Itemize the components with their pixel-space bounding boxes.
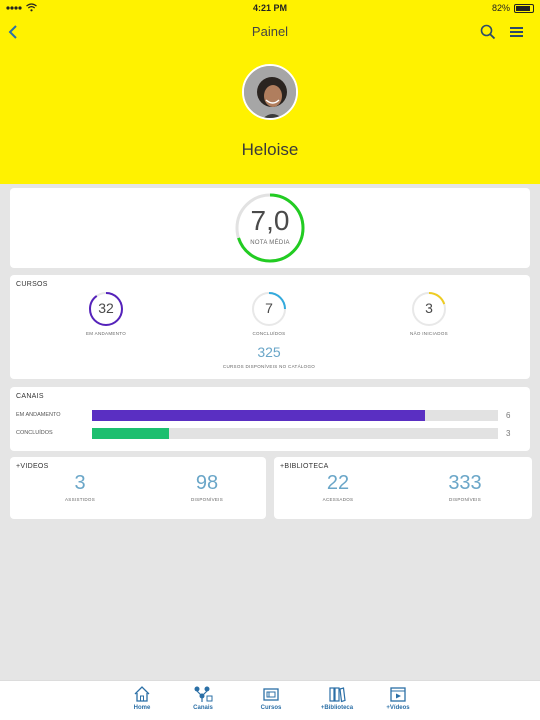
videos-watched-label: ASSISTIDOS (64, 497, 95, 502)
not-started-label: NÃO INICIADOS (410, 331, 448, 336)
videos-card[interactable]: +VIDEOS 3 ASSISTIDOS 98 DISPONÍVEIS (10, 457, 266, 519)
channels-icon (194, 686, 213, 702)
library-icon (329, 687, 346, 703)
hamburger-menu-icon (510, 27, 523, 37)
courses-icon (263, 688, 279, 701)
in-progress-count: 32 (98, 300, 114, 316)
videos-watched-count: 3 (74, 472, 86, 494)
progress-track (92, 410, 498, 421)
status-time: 4:21 PM (252, 3, 287, 13)
channel-row-label: CONCLUÍDOS (16, 430, 53, 436)
battery-percent: 82% (491, 3, 510, 13)
back-button[interactable] (4, 22, 24, 42)
search-button[interactable] (478, 22, 498, 42)
status-left (6, 3, 37, 14)
library-card[interactable]: +BIBLIOTECA 22 ACESSADOS 333 DISPONÍVEIS (274, 457, 532, 519)
videos-icon (390, 687, 406, 702)
avatar[interactable] (242, 64, 298, 120)
channel-row-count: 3 (506, 429, 511, 438)
completed-label: CONCLUÍDOS (252, 331, 286, 336)
status-right: 82% (492, 3, 534, 13)
library-available-label: DISPONÍVEIS (448, 497, 482, 502)
progress-track (92, 428, 498, 439)
videos-title: +VIDEOS (16, 463, 49, 470)
tab-channels-label: Canais (193, 705, 213, 711)
average-grade-value: 7,0 (250, 205, 290, 236)
search-icon (480, 24, 496, 40)
average-grade-card: 7,0 NOTA MÉDIA (10, 188, 530, 268)
channels-card[interactable]: CANAIS EM ANDAMENTO 6 CONCLUÍDOS 3 (10, 387, 530, 451)
channel-row-count: 6 (506, 411, 511, 420)
user-name: Heloise (241, 140, 299, 159)
in-progress-label: EM ANDAMENTO (85, 331, 127, 336)
average-grade-label: NOTA MÉDIA (250, 240, 290, 246)
tab-channels[interactable]: Canais (183, 685, 223, 719)
tab-videos[interactable]: +Vídeos (378, 685, 418, 719)
tab-home[interactable]: Home (122, 685, 162, 719)
library-accessed-count: 22 (326, 472, 350, 494)
profile-header: Painel Heloise (0, 18, 540, 184)
catalog-count: 325 (257, 344, 281, 360)
tab-library-label: +Biblioteca (320, 705, 354, 711)
channel-row-in-progress: EM ANDAMENTO 6 (16, 410, 516, 422)
progress-fill (92, 410, 425, 421)
channel-row-completed: CONCLUÍDOS 3 (16, 428, 516, 440)
channels-title: CANAIS (16, 393, 44, 400)
videos-available-count: 98 (195, 472, 219, 494)
completed-ring (252, 292, 286, 326)
tab-courses-label: Cursos (260, 705, 282, 711)
tab-library[interactable]: +Biblioteca (317, 685, 357, 719)
signal-icon (6, 4, 22, 14)
battery-icon (514, 3, 534, 13)
completed-count: 7 (265, 300, 273, 316)
library-title: +BIBLIOTECA (280, 463, 329, 470)
courses-title: CURSOS (16, 281, 48, 288)
page-title: Painel (251, 24, 289, 39)
user-photo-icon (244, 66, 296, 118)
library-available-count: 333 (448, 472, 482, 494)
home-icon (134, 686, 150, 702)
wifi-icon (26, 3, 37, 14)
average-ring (235, 193, 305, 263)
library-accessed-label: ACESSADOS (322, 497, 354, 502)
progress-fill (92, 428, 170, 439)
tab-courses[interactable]: Cursos (251, 685, 291, 719)
menu-button[interactable] (506, 22, 528, 42)
not-started-count: 3 (425, 300, 433, 316)
in-progress-ring (89, 292, 123, 326)
chevron-left-icon (8, 25, 17, 39)
status-bar: 4:21 PM 82% (0, 0, 540, 18)
tab-videos-label: +Vídeos (386, 705, 410, 711)
tab-home-label: Home (133, 705, 151, 711)
courses-card[interactable]: CURSOS 32 EM ANDAMENTO 7 CONCLUÍDOS 3 NÃ… (10, 275, 530, 379)
not-started-ring (412, 292, 446, 326)
channel-row-label: EM ANDAMENTO (16, 412, 61, 418)
videos-available-label: DISPONÍVEIS (190, 497, 224, 502)
bottom-tab-bar: Home Canais Cursos +Biblioteca +Vídeos (0, 680, 540, 720)
catalog-label: CURSOS DISPONÍVEIS NO CATÁLOGO (222, 364, 316, 369)
